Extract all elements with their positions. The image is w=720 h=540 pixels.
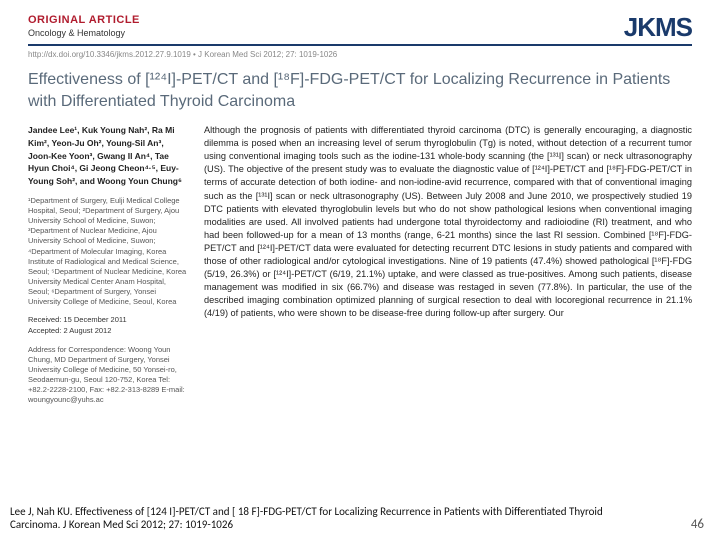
doi-line: http://dx.doi.org/10.3346/jkms.2012.27.9… — [28, 50, 692, 59]
subject-label: Oncology & Hematology — [28, 28, 140, 38]
body-columns: Jandee Lee¹, Kuk Young Nah², Ra Mi Kim²,… — [28, 124, 692, 405]
date-block: Received: 15 December 2011 Accepted: 2 A… — [28, 315, 188, 336]
article-type-label: ORIGINAL ARTICLE — [28, 14, 140, 26]
footer-page-number: 46 — [691, 517, 710, 532]
received-date: Received: 15 December 2011 — [28, 315, 188, 325]
article-title: Effectiveness of [¹²⁴I]-PET/CT and [¹⁸F]… — [28, 69, 692, 112]
abstract-text: Although the prognosis of patients with … — [204, 124, 692, 405]
header-left: ORIGINAL ARTICLE Oncology & Hematology — [28, 14, 140, 38]
header-row: ORIGINAL ARTICLE Oncology & Hematology J… — [28, 14, 692, 46]
left-column: Jandee Lee¹, Kuk Young Nah², Ra Mi Kim²,… — [28, 124, 188, 405]
journal-logo: JKMS — [624, 14, 692, 40]
author-list: Jandee Lee¹, Kuk Young Nah², Ra Mi Kim²,… — [28, 124, 188, 188]
slide-footer: Lee J, Nah KU. Effectiveness of [124 I]-… — [10, 505, 710, 533]
affiliations: ¹Department of Surgery, Eulji Medical Co… — [28, 196, 188, 307]
correspondence-block: Address for Correspondence: Woong Youn C… — [28, 345, 188, 406]
accepted-date: Accepted: 2 August 2012 — [28, 326, 188, 336]
footer-citation: Lee J, Nah KU. Effectiveness of [124 I]-… — [10, 505, 650, 533]
article-page: ORIGINAL ARTICLE Oncology & Hematology J… — [0, 0, 720, 405]
